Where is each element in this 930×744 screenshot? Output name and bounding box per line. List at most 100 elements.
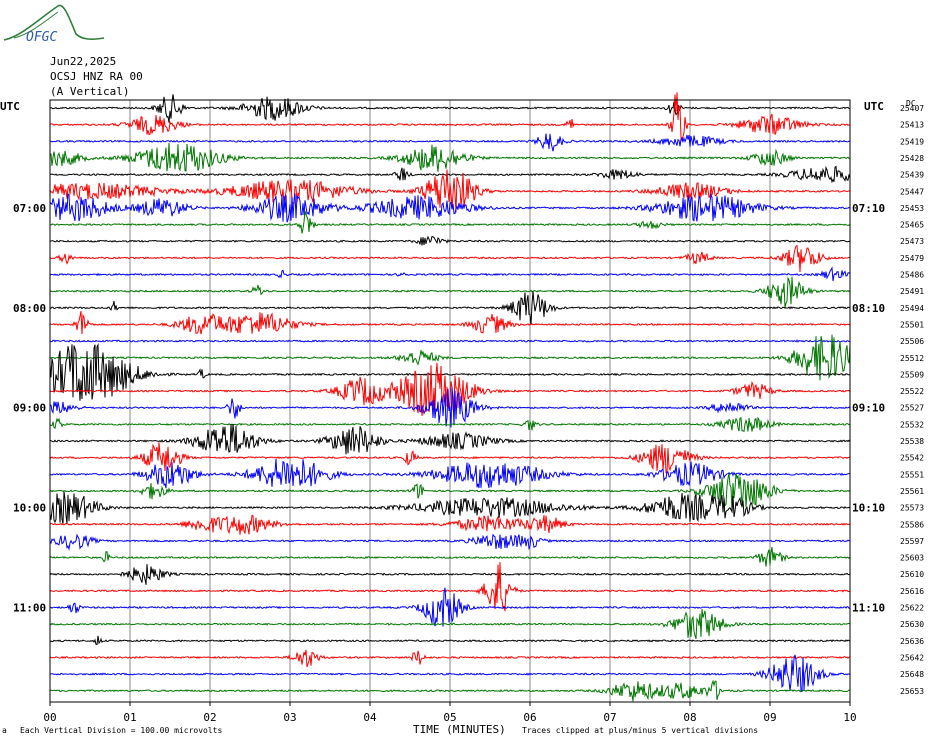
- seismic-trace: [50, 210, 851, 234]
- dc-value: 25512: [900, 354, 924, 363]
- footer-mark: a: [2, 726, 7, 735]
- seismic-trace: [49, 276, 851, 309]
- dc-value: 25642: [900, 653, 924, 662]
- x-axis-title: TIME (MINUTES): [413, 723, 506, 736]
- seismic-trace: [50, 142, 851, 172]
- seismic-trace: [49, 133, 851, 152]
- dc-value: 25486: [900, 271, 924, 280]
- logo-text: OFGC: [26, 30, 57, 45]
- seismic-trace: [49, 635, 851, 646]
- x-tick-label: 07: [603, 711, 616, 724]
- seismic-trace: [49, 679, 850, 702]
- header-date: Jun22,2025: [50, 55, 116, 68]
- x-tick-label: 03: [283, 711, 296, 724]
- dc-value: 25447: [900, 187, 924, 196]
- left-time-label: 08:00: [13, 302, 46, 315]
- dc-value: 25473: [900, 237, 924, 246]
- seismic-trace: [49, 169, 851, 213]
- dc-value: 25491: [900, 287, 924, 296]
- x-tick-label: 10: [843, 711, 856, 724]
- dc-value: 25538: [900, 437, 924, 446]
- dc-value: 25407: [900, 104, 924, 113]
- dc-value: 25413: [900, 121, 924, 130]
- plot-frame: [49, 99, 851, 703]
- seismic-trace: [49, 235, 851, 246]
- right-time-label: 11:10: [852, 602, 885, 615]
- x-tick-label: 00: [43, 711, 56, 724]
- seismic-trace: [49, 564, 851, 585]
- seismic-trace: [49, 587, 851, 627]
- header-station: OCSJ HNZ RA 00: [50, 70, 143, 83]
- dc-value: 25616: [900, 587, 924, 596]
- seismic-trace: [49, 92, 851, 143]
- division-note: Each Vertical Division = 100.00 microvol…: [20, 726, 222, 735]
- dc-value: 25465: [900, 221, 924, 230]
- seismic-trace: [49, 423, 851, 455]
- seismic-trace: [49, 609, 851, 639]
- seismic-trace: [49, 491, 851, 525]
- dc-value: 25522: [900, 387, 924, 396]
- dc-value: 25603: [900, 554, 924, 563]
- dc-value: 25439: [900, 171, 924, 180]
- dc-value: 25573: [900, 504, 924, 513]
- right-time-label: 07:10: [852, 202, 885, 215]
- left-time-label: 07:00: [13, 202, 46, 215]
- dc-value: 25610: [900, 570, 924, 579]
- x-axis-ticks: 00 01 02 03 04 05 06 07 08 09 10: [43, 702, 857, 724]
- right-time-label: 10:10: [852, 502, 885, 515]
- dc-value: 25453: [900, 204, 924, 213]
- x-tick-label: 06: [523, 711, 536, 724]
- seismic-trace: [49, 514, 851, 535]
- trace-group: [49, 92, 851, 702]
- dc-value: 25532: [900, 420, 924, 429]
- seismic-trace: [49, 547, 851, 567]
- right-time-label: 08:10: [852, 302, 885, 315]
- x-tick-label: 08: [683, 711, 696, 724]
- x-tick-label: 02: [203, 711, 216, 724]
- dc-value: 25428: [900, 154, 924, 163]
- right-utc-label: UTC: [864, 100, 884, 113]
- dc-value: 25586: [900, 520, 924, 529]
- dc-value: 25542: [900, 454, 924, 463]
- seismic-trace: [50, 339, 851, 343]
- seismic-trace: [49, 334, 851, 381]
- dc-value: 25419: [900, 137, 924, 146]
- seismic-trace: [49, 192, 851, 223]
- left-utc-label: UTC: [0, 100, 20, 113]
- dc-value: 25648: [900, 670, 924, 679]
- x-tick-label: 01: [123, 711, 136, 724]
- dc-value: 25551: [900, 470, 924, 479]
- seismic-trace: [49, 442, 851, 474]
- plot-grid: [129, 100, 771, 702]
- seismic-trace: [49, 533, 850, 551]
- dc-value: 25506: [900, 337, 924, 346]
- dc-value: 25509: [900, 370, 924, 379]
- dc-value-labels: 25407 25413 25419 25428 25439 25447 25453 25465…: [900, 104, 924, 696]
- seismic-trace: [49, 387, 851, 428]
- seismic-trace: [49, 244, 851, 273]
- seismic-trace: [49, 416, 851, 433]
- seismic-trace: [49, 343, 851, 401]
- seismic-trace: [49, 561, 851, 612]
- seismic-trace: [49, 266, 851, 282]
- header-component: (A Vertical): [50, 85, 129, 98]
- seismic-trace: [49, 473, 851, 512]
- seismic-trace: [49, 362, 851, 417]
- dc-value: 25527: [900, 404, 924, 413]
- dc-value: 25597: [900, 537, 924, 546]
- dc-value: 25622: [900, 604, 924, 613]
- left-time-label: 11:00: [13, 602, 46, 615]
- left-time-label: 10:00: [13, 502, 46, 515]
- dc-value: 25479: [900, 254, 924, 263]
- seismic-trace: [49, 654, 851, 693]
- seismic-trace: [49, 458, 850, 489]
- dc-value: 25494: [900, 304, 924, 313]
- dc-value: 25561: [900, 487, 924, 496]
- right-time-label: 09:10: [852, 402, 885, 415]
- dc-value: 25653: [900, 687, 924, 696]
- seismic-trace: [49, 291, 851, 325]
- right-time-labels: 07:10 08:10 09:10 10:10 11:10: [852, 202, 885, 615]
- dc-value: 25630: [900, 620, 924, 629]
- dc-value: 25501: [900, 320, 924, 329]
